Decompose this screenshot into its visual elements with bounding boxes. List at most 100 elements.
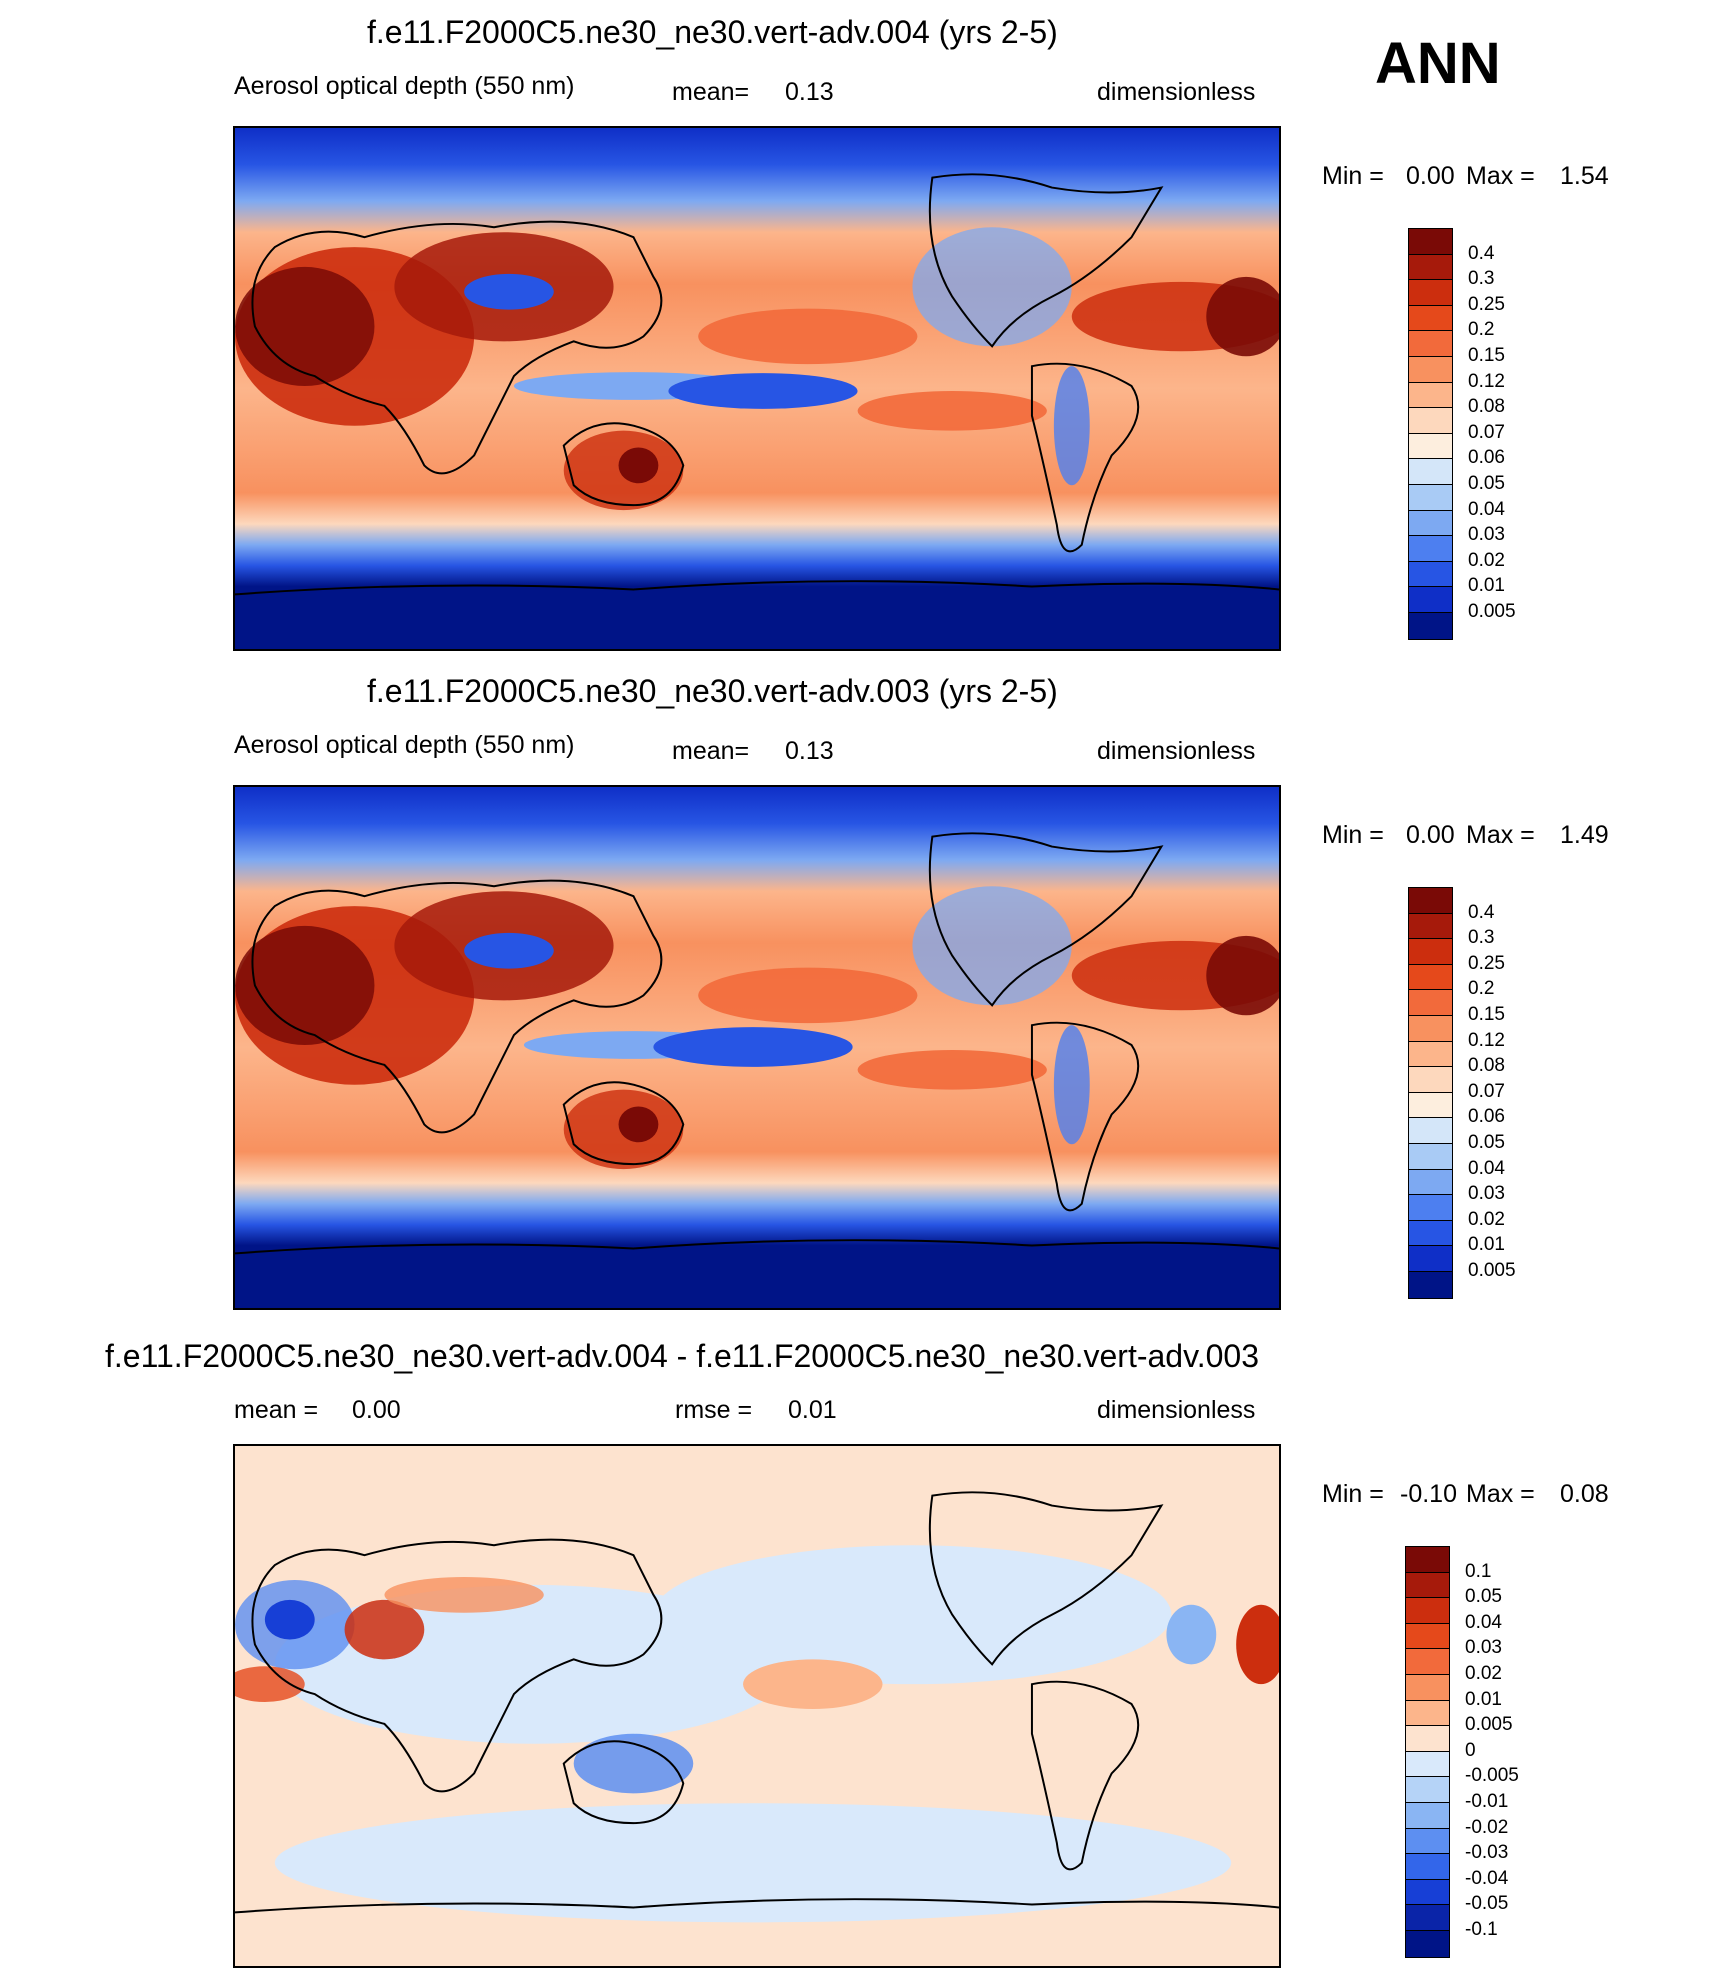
panel-2-colorbar-cell [1409, 1169, 1452, 1196]
panel-3-colorbar-label: -0.01 [1465, 1791, 1509, 1812]
panel-2-tibet-low [464, 932, 554, 969]
panel-2-colorbar-label: 0.01 [1468, 1234, 1505, 1256]
panel-3-map [233, 1444, 1281, 1968]
panel-2-namerica-low [912, 886, 1072, 1006]
panel-3-colorbar-label: -0.1 [1465, 1919, 1498, 1940]
panel-1-mean-value: 0.13 [785, 78, 834, 106]
panel-2-title: f.e11.F2000C5.ne30_ne30.vert-adv.003 (yr… [367, 673, 1058, 709]
panel-1-colorbar-cell [1409, 229, 1452, 255]
panel-2-coast-namerica [928, 832, 1164, 1007]
panel-1-colorbar-label: 0.04 [1468, 498, 1505, 520]
panel-3-pacific-high [743, 1659, 883, 1709]
panel-2-colorbar-cell [1409, 1015, 1452, 1042]
panel-3-colorbar: 0.1 0.05 0.04 0.03 0.02 0.01 0.005 0 -0.… [1405, 1546, 1605, 1962]
panel-1-min-value: 0.00 [1406, 162, 1455, 190]
panel-1-colorbar-label: 0.08 [1468, 396, 1505, 418]
panel-1-max-label: Max = [1466, 162, 1535, 190]
panel-3-colorbar-label: 0.05 [1465, 1586, 1502, 1608]
panel-2-colorbar-cell [1409, 1220, 1452, 1247]
panel-1-colorbar-label: 0.07 [1468, 421, 1505, 443]
panel-2-max-value: 1.49 [1560, 821, 1609, 849]
panel-1-colorbar-cell [1409, 280, 1452, 306]
panel-1-maritime-low [668, 373, 858, 409]
panel-1-colorbar-cell [1409, 254, 1452, 281]
panel-3-min-label: Min = [1322, 1480, 1384, 1508]
panel-1-colorbar-label: 0.005 [1468, 601, 1516, 622]
panel-3-colorbar-cell [1406, 1930, 1449, 1957]
panel-2-pacific-high [698, 967, 918, 1024]
panel-3-colorbar-label: 0.005 [1465, 1714, 1513, 1736]
panel-1-colorbar-label: 0.01 [1468, 575, 1505, 597]
panel-1-map [233, 126, 1281, 651]
panel-3-colorbar-cell [1406, 1905, 1449, 1931]
panel-1-colorbar-cell [1409, 561, 1452, 588]
panel-2-colorbar-cell [1409, 964, 1452, 991]
panel-2-colorbar-cell [1409, 1143, 1452, 1170]
panel-1-colorbar-cell [1409, 305, 1452, 332]
panel-1-colorbar-cell [1409, 459, 1452, 485]
panel-2-sahara-core [235, 925, 375, 1046]
panel-2-max-label: Max = [1466, 821, 1535, 849]
panel-2-colorbar-label: 0.005 [1468, 1260, 1516, 1281]
panel-3-max-value: 0.08 [1560, 1480, 1609, 1508]
panel-1-coast-eurasia-africa [251, 220, 663, 475]
panel-3-coast-namerica [928, 1491, 1164, 1666]
panel-3-colorbar-label: 0.1 [1465, 1560, 1492, 1582]
panel-2-colorbar-label: 0.04 [1468, 1157, 1505, 1179]
panel-3-arabia-high [344, 1599, 425, 1660]
panel-3-rmse-value: 0.01 [788, 1396, 837, 1424]
panel-2-colorbar-cells [1408, 887, 1453, 1299]
panel-2-colorbar-cell [1409, 990, 1452, 1016]
panel-2-colorbar-cell [1409, 1271, 1452, 1298]
panel-3-colorbar-cell [1406, 1598, 1449, 1624]
panel-1-variable-label: Aerosol optical depth (550 nm) [234, 72, 575, 100]
panel-1-max-value: 1.54 [1560, 162, 1609, 190]
panel-3-colorbar-cell [1406, 1700, 1449, 1727]
panel-2-colorbar-cell [1409, 1246, 1452, 1272]
panel-3-colorbar-label: -0.03 [1465, 1842, 1509, 1864]
panel-2-colorbar-cell [1409, 1067, 1452, 1093]
panel-1-colorbar-label: 0.3 [1468, 268, 1495, 290]
panel-3-units: dimensionless [1097, 1396, 1256, 1424]
panel-1-pacific-high [698, 308, 918, 365]
panel-2-mean-value: 0.13 [785, 737, 834, 765]
panel-3-colorbar-cell [1406, 1828, 1449, 1855]
panel-2-colorbar-cell [1409, 1118, 1452, 1144]
panel-1-colorbar-label: 0.12 [1468, 370, 1505, 392]
panel-3-colorbar-cell [1406, 1777, 1449, 1803]
panel-2-coast-samerica [1030, 1021, 1140, 1212]
panel-3-colorbar-label: 0.04 [1465, 1611, 1502, 1633]
panel-3-coast-australia [562, 1740, 685, 1825]
panel-3-australia-low [573, 1733, 694, 1794]
panel-1-andes-low [1053, 366, 1090, 486]
panel-3-colorbar-label: 0.02 [1465, 1663, 1502, 1684]
panel-3-coast-eurasia-africa [251, 1538, 663, 1793]
panel-1-colorbar-label: 0.05 [1468, 473, 1505, 494]
panel-3-colorbar-label: 0.03 [1465, 1637, 1502, 1659]
panel-2-colorbar-cell [1409, 913, 1452, 940]
panel-3-min-value: -0.10 [1400, 1480, 1457, 1508]
panel-3-colorbar-cell [1406, 1674, 1449, 1701]
panel-3-coast-antarctica [235, 1898, 1279, 1914]
panel-1-colorbar-label: 0.4 [1468, 242, 1495, 264]
panel-1-colorbar-cell [1409, 331, 1452, 357]
panel-1-sahara-core [235, 266, 375, 387]
panel-2-colorbar-label: 0.25 [1468, 952, 1505, 974]
panel-2-australia-core [618, 1106, 659, 1143]
panel-2-colorbar-cell [1409, 1092, 1452, 1119]
panel-3-atlantic-low [1166, 1604, 1217, 1665]
panel-3-blue-band-2 [653, 1545, 1172, 1685]
panel-3-colorbar-label: -0.005 [1465, 1765, 1519, 1787]
panel-3-mean-label: mean = [234, 1396, 319, 1424]
panel-3-blue-band-3 [274, 1803, 1232, 1923]
panel-2-colorbar-label: 0.06 [1468, 1106, 1505, 1128]
panel-1-colorbar-label: 0.2 [1468, 319, 1495, 341]
panel-2-colorbar-label: 0.02 [1468, 1208, 1505, 1230]
panel-1-atlantic-core [1206, 276, 1279, 357]
panel-2-colorbar-label: 0.07 [1468, 1080, 1505, 1102]
panel-2-colorbar-label: 0.12 [1468, 1029, 1505, 1051]
panel-1-colorbar-cell [1409, 408, 1452, 434]
panel-1-colorbar-label: 0.15 [1468, 345, 1505, 366]
panel-3-colorbar-cells [1405, 1546, 1450, 1958]
panel-2-colorbar-label: 0.3 [1468, 927, 1495, 949]
